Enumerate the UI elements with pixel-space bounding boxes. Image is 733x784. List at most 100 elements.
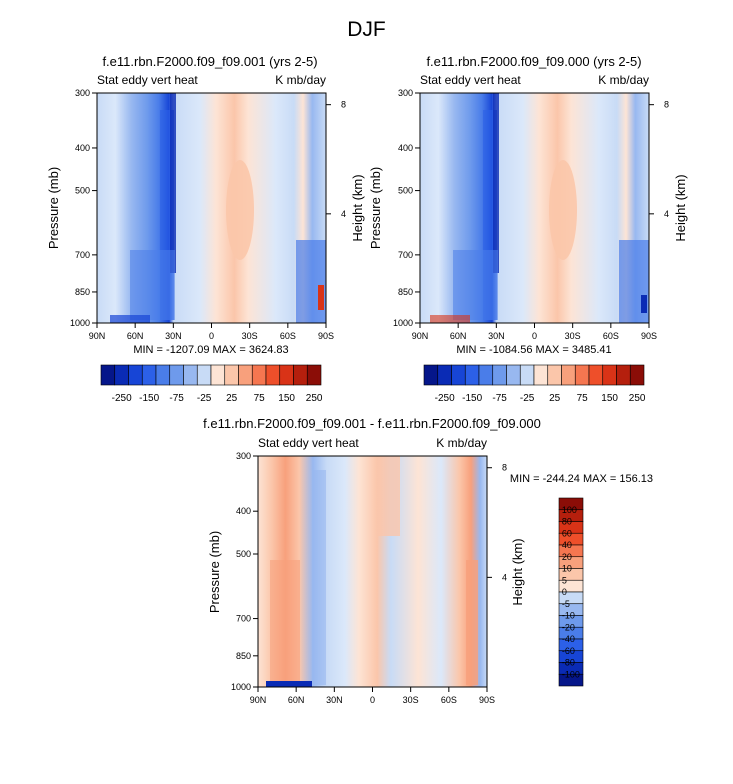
colorbar-swatch	[602, 364, 617, 386]
colorbar-swatch	[251, 364, 267, 386]
colorbar-label: -40	[562, 634, 575, 644]
panel-3-title: f.e11.rbn.F2000.f09_f09.001 - f.e11.rbn.…	[203, 416, 541, 431]
x-tick-label: 0	[370, 695, 375, 705]
colorbar-swatch	[423, 364, 439, 386]
colorbar-swatch	[210, 364, 226, 386]
panel-1-field	[97, 93, 326, 323]
y-tick-label: 850	[236, 651, 251, 661]
x-tick-label: 90S	[318, 331, 334, 341]
colorbar-label: 80	[562, 517, 572, 527]
y-tick-label: 500	[236, 549, 251, 559]
colorbar-swatch	[155, 364, 171, 386]
panel-1-left-label: Stat eddy vert heat	[97, 73, 198, 87]
panel-3-field	[258, 456, 487, 687]
panel-3-stats: MIN = -244.24 MAX = 156.13	[510, 473, 653, 485]
y-tick-label: 400	[398, 143, 413, 153]
colorbar-swatch	[558, 673, 584, 687]
x-tick-label: 30S	[565, 331, 581, 341]
height-tick-label: 4	[502, 572, 507, 582]
y-tick-label: 1000	[393, 318, 413, 328]
colorbar-swatch	[478, 364, 494, 386]
colorbar-swatch	[169, 364, 184, 386]
y-tick-label: 400	[236, 506, 251, 516]
colorbar-label: 250	[306, 393, 323, 404]
colorbar-swatch	[519, 364, 535, 386]
height-tick-label: 4	[664, 209, 669, 219]
x-tick-label: 90N	[250, 695, 267, 705]
x-tick-label: 0	[532, 331, 537, 341]
colorbar-swatch	[128, 364, 143, 386]
height-tick-label: 4	[341, 209, 346, 219]
y-tick-label: 700	[398, 250, 413, 260]
panel-2: f.e11.rbn.F2000.f09_f09.000 (yrs 2-5) St…	[368, 54, 688, 404]
colorbar-label: -10	[562, 611, 575, 621]
colorbar-label: -5	[562, 599, 570, 609]
colorbar-label: 5	[562, 575, 567, 585]
colorbar-swatch	[547, 364, 562, 386]
colorbar-swatch	[306, 364, 322, 386]
y-tick-label: 850	[75, 287, 90, 297]
colorbar-label: -100	[562, 669, 580, 679]
colorbar-label: -80	[562, 658, 575, 668]
panel-3: f.e11.rbn.F2000.f09_f09.001 - f.e11.rbn.…	[203, 416, 653, 705]
colorbar-swatch	[533, 364, 549, 386]
colorbar-label: -20	[562, 622, 575, 632]
colorbar-label: -250	[435, 393, 455, 404]
panel-1-stats: MIN = -1207.09 MAX = 3624.83	[133, 344, 288, 356]
colorbar-swatch	[574, 364, 590, 386]
colorbar-label: 25	[549, 393, 561, 404]
colorbar-label: -60	[562, 646, 575, 656]
colorbar-label: 100	[562, 505, 577, 515]
colorbar-swatch	[616, 364, 631, 386]
colorbar-label: 20	[562, 552, 572, 562]
colorbar-swatch	[506, 364, 521, 386]
panel-3-ylabel-right: Height (km)	[510, 538, 525, 605]
x-tick-label: 30S	[242, 331, 258, 341]
y-tick-label: 850	[398, 287, 413, 297]
panel-2-title: f.e11.rbn.F2000.f09_f09.000 (yrs 2-5)	[426, 54, 641, 69]
colorbar-label: 250	[629, 393, 646, 404]
panel-2-ylabel: Pressure (mb)	[368, 167, 383, 249]
x-tick-label: 60S	[280, 331, 296, 341]
panel-1-right-label: K mb/day	[275, 73, 326, 87]
colorbar-swatch	[196, 364, 212, 386]
colorbar-label: 150	[601, 393, 618, 404]
panel-1-ylabel-right: Height (km)	[350, 174, 365, 241]
height-tick-label: 8	[502, 463, 507, 473]
colorbar-swatch	[114, 364, 129, 386]
height-tick-label: 8	[664, 100, 669, 110]
colorbar-swatch	[464, 364, 480, 386]
colorbar-label: 150	[278, 393, 295, 404]
colorbar-swatch	[224, 364, 239, 386]
colorbar-label: -25	[520, 393, 535, 404]
y-tick-label: 300	[236, 451, 251, 461]
x-tick-label: 0	[209, 331, 214, 341]
x-tick-label: 60N	[450, 331, 467, 341]
colorbar-label: 40	[562, 540, 572, 550]
x-tick-label: 30N	[165, 331, 182, 341]
colorbar-label: -75	[169, 393, 184, 404]
x-tick-label: 60S	[441, 695, 457, 705]
x-tick-label: 60S	[603, 331, 619, 341]
y-tick-label: 1000	[70, 318, 90, 328]
panel-1-ylabel: Pressure (mb)	[46, 167, 61, 249]
panel-3-ylabel: Pressure (mb)	[207, 531, 222, 613]
y-tick-label: 400	[75, 143, 90, 153]
x-tick-label: 90N	[412, 331, 429, 341]
colorbar-label: -150	[462, 393, 482, 404]
colorbar-label: -25	[197, 393, 212, 404]
colorbar-swatch	[588, 364, 604, 386]
x-tick-label: 30N	[326, 695, 343, 705]
x-tick-label: 90S	[641, 331, 657, 341]
colorbar-swatch	[183, 364, 198, 386]
colorbar-swatch	[629, 364, 645, 386]
panel-2-right-label: K mb/day	[598, 73, 649, 87]
colorbar-label: -75	[492, 393, 507, 404]
height-tick-label: 8	[341, 100, 346, 110]
colorbar-swatch	[492, 364, 507, 386]
panel-1-title: f.e11.rbn.F2000.f09_f09.001 (yrs 2-5)	[102, 54, 317, 69]
colorbar-swatch	[451, 364, 466, 386]
colorbar-swatch	[293, 364, 308, 386]
y-tick-label: 700	[236, 614, 251, 624]
